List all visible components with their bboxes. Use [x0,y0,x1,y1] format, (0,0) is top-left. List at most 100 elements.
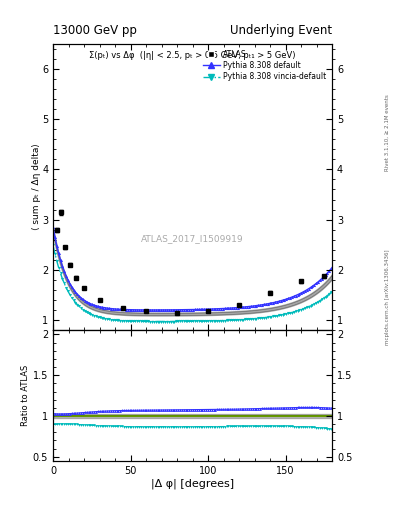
Point [93,312,99,321]
Point [216,316,222,325]
Point [304,303,310,311]
Point [72,298,79,307]
Point [147,422,153,431]
Point [315,278,321,286]
Point [115,316,121,325]
Point [110,407,116,415]
Text: Σ(pₜ) vs Δφ  (|η| < 2.5, pₜ > 0.5 GeV, pₜ₁ > 5 GeV): Σ(pₜ) vs Δφ (|η| < 2.5, pₜ > 0.5 GeV, pₜ… [89,51,296,60]
Point [276,404,282,412]
Point [252,422,258,431]
Point [70,420,77,429]
Point [210,305,217,313]
Point [89,311,95,319]
Point [154,317,161,326]
Point [50,223,56,231]
Point [85,298,92,307]
Point [319,403,325,412]
Point [61,267,67,275]
Point [285,403,291,412]
Point [257,314,263,322]
Point [149,306,155,314]
Point [186,406,193,414]
Point [321,273,327,281]
Point [242,315,248,324]
Point [246,422,252,431]
Point [195,406,202,414]
Point [319,274,325,283]
Point [309,282,316,290]
Point [264,300,271,308]
Point [106,407,112,415]
Point [274,297,280,306]
Point [248,302,254,310]
Point [197,406,204,414]
Point [277,422,284,431]
Point [281,310,288,318]
Point [164,306,170,314]
Y-axis label: ⟨ sum pₜ / Δη delta⟩: ⟨ sum pₜ / Δη delta⟩ [31,143,40,230]
Point [106,304,112,312]
Point [169,306,176,314]
Point [132,317,138,325]
Point [205,422,211,431]
Point [242,303,248,311]
Point [98,303,105,311]
Point [177,406,183,414]
Point [72,420,79,429]
Point [59,274,66,283]
Point [167,306,174,314]
Point [248,404,254,413]
Point [87,310,94,318]
Point [306,423,312,431]
Point [313,299,320,307]
Point [326,404,332,412]
Point [52,410,58,418]
Point [285,294,291,303]
Point [104,315,110,323]
Point [171,422,178,431]
Point [154,406,161,414]
Point [184,406,191,414]
Point [57,269,64,278]
Point [93,421,99,430]
Point [302,403,308,412]
Point [266,404,273,412]
Point [132,306,138,314]
Point [57,420,64,428]
Point [224,304,230,312]
Point [149,406,155,414]
Point [104,422,110,430]
Point [127,406,133,414]
Point [147,406,153,414]
Point [272,404,278,412]
Point [266,422,273,431]
Point [242,422,248,431]
Point [100,304,107,312]
Point [141,422,148,431]
Point [164,422,170,431]
Point [164,317,170,326]
Point [184,306,191,314]
Point [197,422,204,431]
Point [123,306,129,314]
Point [246,404,252,413]
Text: ATLAS_2017_I1509919: ATLAS_2017_I1509919 [141,234,244,243]
Point [68,410,75,418]
Point [143,317,149,326]
Point [179,422,185,431]
Point [59,410,66,418]
Point [235,422,241,431]
Point [52,420,58,428]
Point [220,406,226,414]
Point [306,303,312,311]
Point [259,422,265,431]
Point [294,403,301,412]
Point [151,306,157,314]
Point [80,409,86,417]
Point [324,424,331,433]
Point [82,296,88,305]
Point [224,316,230,325]
Point [257,422,263,431]
Point [304,403,310,412]
Point [298,289,305,297]
